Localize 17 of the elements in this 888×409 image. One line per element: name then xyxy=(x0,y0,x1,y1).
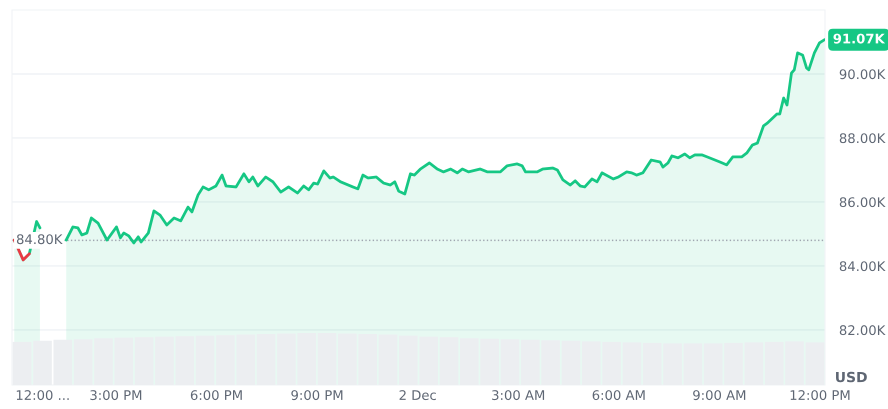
x-tick-label: 12:00 ... xyxy=(16,390,69,400)
y-tick-label: 86.00K xyxy=(840,197,886,208)
x-tick-label: 3:00 PM xyxy=(90,390,142,400)
annotation: 91.07K xyxy=(833,34,886,44)
y-tick-label: 90.00K xyxy=(840,69,886,80)
x-tick-label: 12:00 PM xyxy=(790,390,850,400)
ref-line-label: 84.80K xyxy=(16,234,63,244)
x-tick-label: 3:00 AM xyxy=(492,390,544,400)
x-tick-label: 9:00 AM xyxy=(693,390,746,400)
x-tick-label: 6:00 PM xyxy=(190,390,242,400)
y-tick-label: 82.00K xyxy=(840,325,886,336)
y-axis-title: USD xyxy=(836,372,867,382)
y-tick-label: 84.00K xyxy=(840,261,886,272)
y-tick-label: 88.00K xyxy=(840,133,886,144)
x-tick-label: 2 Dec xyxy=(400,390,436,400)
x-tick-label: 6:00 AM xyxy=(592,390,645,400)
x-tick-label: 9:00 PM xyxy=(291,390,342,400)
